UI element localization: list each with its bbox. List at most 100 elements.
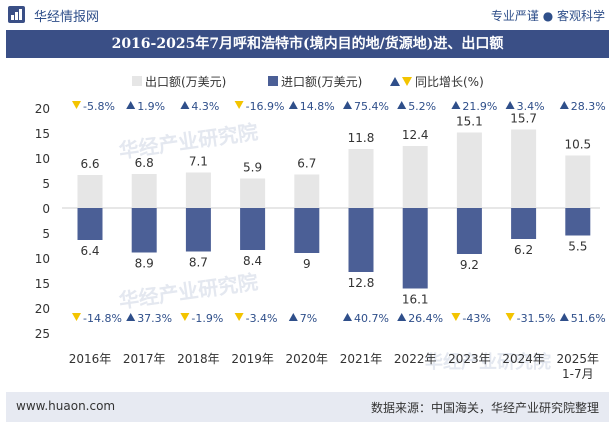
export-bar: [240, 178, 266, 208]
import-bar: [294, 208, 320, 253]
export-bar: [185, 172, 211, 208]
growth-down-triangle-icon: [72, 101, 81, 109]
y-tick-label: 10: [35, 252, 50, 266]
growth-value-label: 26.4%: [408, 312, 443, 325]
brand-logo-icon: [8, 6, 25, 23]
export-bar: [77, 175, 103, 208]
x-tick-label: 1-7月: [562, 367, 594, 381]
y-tick-label: 15: [35, 127, 50, 141]
legend-up-triangle-icon: [390, 77, 400, 86]
import-value-label: 12.8: [348, 276, 375, 290]
import-value-label: 9: [303, 257, 311, 271]
tagline: 专业严谨 ● 客观科学: [490, 9, 605, 23]
brand-name: 华经情报网: [34, 10, 100, 25]
growth-value-label: 28.3%: [571, 100, 606, 113]
export-bar: [131, 174, 157, 208]
export-value-label: 7.1: [189, 155, 208, 169]
export-value-label: 15.7: [510, 112, 537, 126]
legend-label: 同比增长(%): [415, 75, 484, 89]
legend-swatch: [132, 76, 142, 86]
import-bar: [402, 208, 428, 289]
growth-value-label: -5.8%: [83, 100, 115, 113]
growth-up-triangle-icon: [288, 101, 298, 109]
import-bar: [131, 208, 157, 253]
legend-label: 进口额(万美元): [281, 75, 362, 89]
growth-value-label: 51.6%: [571, 312, 606, 325]
export-value-label: 6.6: [80, 157, 99, 171]
import-bar: [565, 208, 591, 236]
growth-up-triangle-icon: [343, 313, 352, 321]
x-tick-label: 2020年: [286, 352, 329, 366]
y-tick-label: 15: [35, 277, 50, 291]
import-bar: [348, 208, 374, 272]
x-tick-label: 2024年: [502, 352, 545, 366]
growth-value-label: -1.9%: [191, 312, 223, 325]
growth-up-triangle-icon: [126, 313, 136, 321]
export-value-label: 6.8: [135, 156, 154, 170]
y-tick-label: 5: [42, 227, 50, 241]
growth-value-label: 4.3%: [191, 100, 219, 113]
growth-value-label: 75.4%: [354, 100, 389, 113]
footer-url[interactable]: www.huaon.com: [16, 399, 116, 413]
export-bar: [402, 146, 428, 208]
growth-value-label: 3.4%: [517, 100, 545, 113]
import-value-label: 6.4: [80, 244, 99, 258]
chart-title: 2016-2025年7月呼和浩特市(境内目的地/货源地)进、出口额: [111, 36, 504, 52]
growth-up-triangle-icon: [559, 313, 569, 321]
export-bar: [348, 149, 374, 208]
x-tick-label: 2016年: [69, 352, 112, 366]
import-bar: [511, 208, 537, 239]
growth-up-triangle-icon: [397, 313, 407, 321]
import-value-label: 5.5: [568, 240, 587, 254]
legend-label: 出口额(万美元): [145, 75, 226, 89]
import-bar: [77, 208, 103, 240]
y-tick-label: 25: [35, 327, 50, 341]
growth-value-label: 21.9%: [462, 100, 497, 113]
legend-swatch: [268, 76, 278, 86]
import-value-label: 9.2: [460, 258, 479, 272]
x-tick-label: 2022年: [394, 352, 437, 366]
growth-value-label: -43%: [462, 312, 490, 325]
growth-value-label: 5.2%: [408, 100, 436, 113]
title-bar: 2016-2025年7月呼和浩特市(境内目的地/货源地)进、出口额: [6, 30, 609, 58]
growth-up-triangle-icon: [397, 101, 407, 109]
x-tick-label: 2017年: [123, 352, 166, 366]
export-bar: [456, 132, 482, 208]
import-value-label: 6.2: [514, 243, 533, 257]
y-tick-label: 0: [42, 202, 50, 216]
x-tick-label: 2023年: [448, 352, 491, 366]
footer: www.huaon.com 数据来源：中国海关，华经产业研究院整理: [6, 392, 609, 422]
export-value-label: 12.4: [402, 128, 429, 142]
growth-down-triangle-icon: [72, 313, 81, 321]
x-tick-label: 2025年: [557, 352, 600, 366]
growth-value-label: 14.8%: [300, 100, 335, 113]
import-bar: [185, 208, 211, 252]
watermark-text: 华经产业研究院: [117, 270, 259, 313]
top-bar: 华经情报网 专业严谨 ● 客观科学: [0, 0, 615, 28]
import-value-label: 8.7: [189, 256, 208, 270]
export-value-label: 10.5: [564, 138, 591, 152]
growth-down-triangle-icon: [451, 313, 461, 321]
growth-value-label: 1.9%: [137, 100, 165, 113]
growth-up-triangle-icon: [505, 101, 515, 109]
import-value-label: 16.1: [402, 293, 429, 307]
growth-down-triangle-icon: [234, 101, 244, 109]
export-bar: [511, 129, 537, 208]
import-value-label: 8.4: [243, 254, 262, 268]
legend-down-triangle-icon: [402, 77, 412, 86]
export-value-label: 5.9: [243, 161, 262, 175]
growth-up-triangle-icon: [451, 101, 461, 109]
x-tick-label: 2018年: [177, 352, 220, 366]
export-bar: [294, 174, 320, 208]
growth-up-triangle-icon: [559, 101, 569, 109]
growth-up-triangle-icon: [126, 101, 136, 109]
watermark-text: 华经产业研究院: [425, 351, 551, 373]
export-value-label: 11.8: [348, 131, 375, 145]
growth-up-triangle-icon: [180, 101, 190, 109]
y-tick-label: 20: [35, 102, 50, 116]
growth-up-triangle-icon: [343, 101, 352, 109]
growth-value-label: -16.9%: [246, 100, 285, 113]
data-source: 数据来源：中国海关，华经产业研究院整理: [370, 401, 599, 415]
growth-down-triangle-icon: [234, 313, 244, 321]
